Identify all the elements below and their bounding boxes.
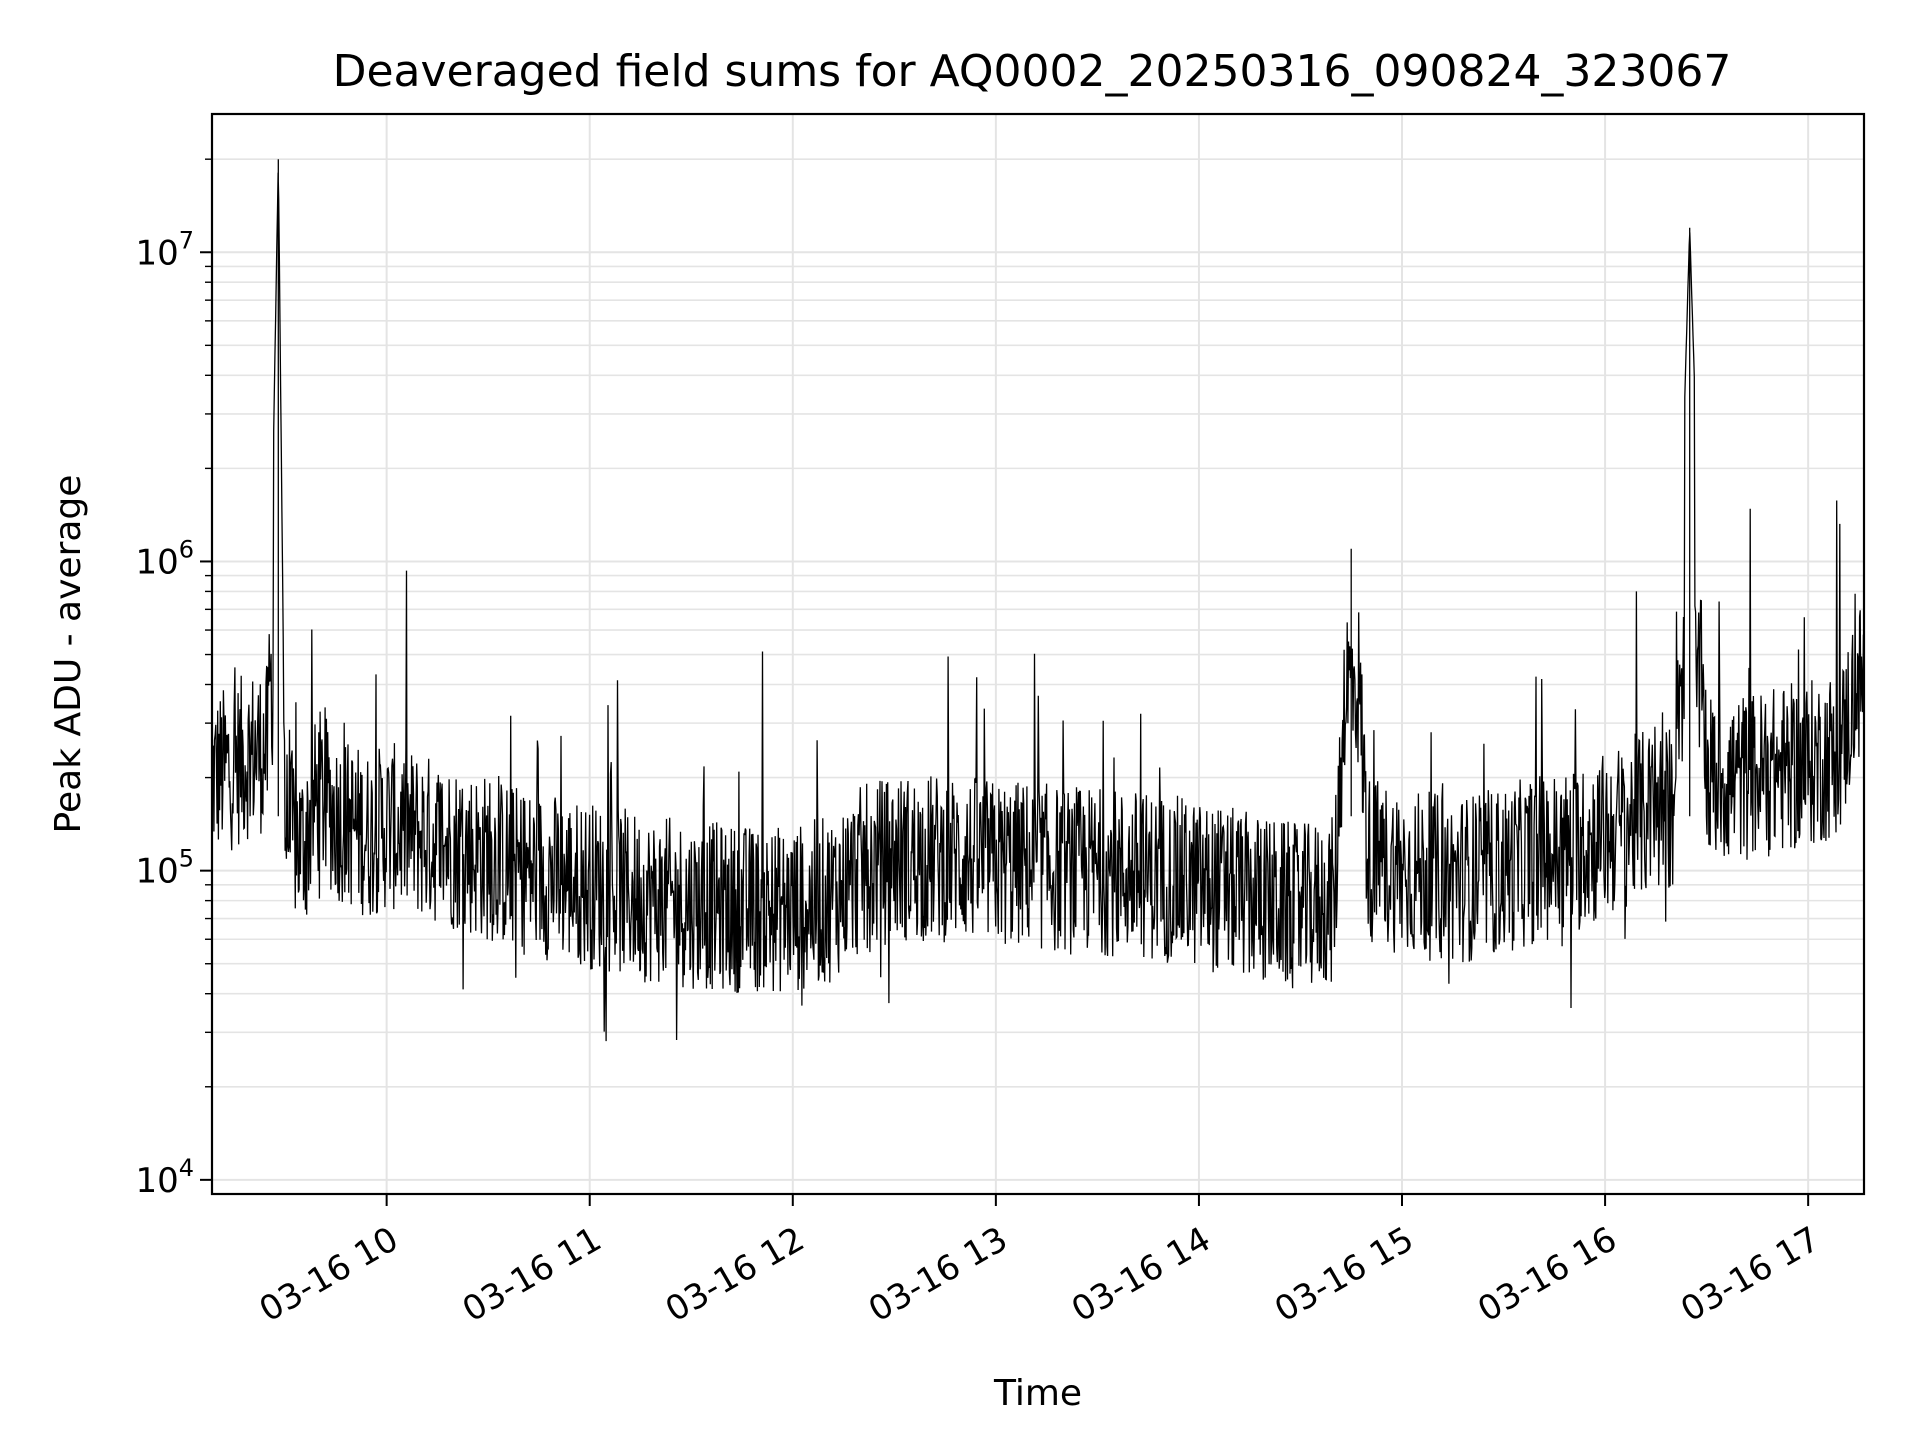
x-tick-label: 03-16 10 bbox=[253, 1219, 405, 1330]
x-axis-label: Time bbox=[993, 1373, 1082, 1414]
x-tick-label: 03-16 16 bbox=[1471, 1219, 1623, 1330]
grid bbox=[212, 114, 1864, 1194]
x-tick-label: 03-16 17 bbox=[1674, 1219, 1826, 1330]
x-tick-label: 03-16 12 bbox=[659, 1219, 811, 1330]
chart-title: Deaveraged field sums for AQ0002_2025031… bbox=[333, 46, 1732, 97]
x-axis: 03-16 10 03-16 11 03-16 12 03-16 13 03-16 14… bbox=[253, 1194, 1827, 1330]
y-tick-label: 104 bbox=[135, 1154, 194, 1201]
y-tick-label: 106 bbox=[135, 535, 194, 582]
x-tick-label: 03-16 14 bbox=[1065, 1219, 1217, 1330]
x-tick-label: 03-16 11 bbox=[456, 1219, 608, 1330]
series-line bbox=[212, 159, 1864, 1042]
y-tick-label: 107 bbox=[135, 226, 194, 273]
y-axis: 104 105 106 107 bbox=[135, 158, 212, 1201]
y-tick-label: 105 bbox=[135, 845, 194, 892]
x-tick-label: 03-16 15 bbox=[1268, 1219, 1420, 1330]
y-axis-label: Peak ADU - average bbox=[48, 475, 89, 834]
x-tick-label: 03-16 13 bbox=[862, 1219, 1014, 1330]
